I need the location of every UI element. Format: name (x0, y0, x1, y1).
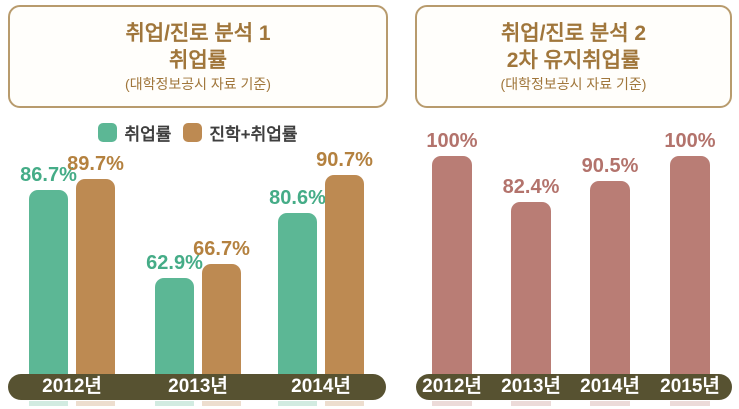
x-axis-label: 2015년 (660, 376, 720, 397)
x-axis-label: 2014년 (580, 376, 640, 397)
legend-item: 진학+취업률 (183, 120, 298, 145)
bar-reflection (29, 401, 68, 406)
bar-reflection (670, 401, 710, 406)
bar (670, 156, 710, 374)
bar-value-label: 100% (664, 130, 716, 152)
x-axis-label: 2014년 (291, 376, 351, 397)
chart-title-metric: 2차 유지취업률 (506, 48, 641, 72)
chart-title: 취업/진로 분석 2 (500, 21, 647, 45)
bar-reflection (432, 401, 472, 406)
bar-value-label: 82.4% (502, 176, 560, 198)
chart-panel-employment-rate: 취업/진로 분석 1 취업률 (대학정보공시 자료 기준) 취업률 진학+취업률 … (8, 0, 388, 409)
bar-value-label: 80.6% (269, 187, 326, 209)
bar-reflection (202, 401, 241, 406)
bar (155, 278, 194, 374)
x-axis-label: 2012년 (42, 376, 102, 397)
bar-value-label: 62.9% (146, 252, 203, 274)
chart-title-box: 취업/진로 분석 2 2차 유지취업률 (대학정보공시 자료 기준) (415, 5, 732, 108)
bar-plot-area: 100% 82.4% 90.5% 100% (415, 0, 732, 409)
bar-value-label: 90.7% (316, 149, 373, 171)
chart-panel-retained-employment-rate: 취업/진로 분석 2 2차 유지취업률 (대학정보공시 자료 기준) 100% 8… (415, 0, 732, 409)
bar (590, 181, 630, 374)
legend-label: 취업률 (124, 124, 172, 144)
x-axis-band: 2012년 2013년 2014년 (8, 374, 386, 400)
bar (76, 179, 115, 374)
x-axis-label: 2013년 (501, 376, 561, 397)
chart-title-box: 취업/진로 분석 1 취업률 (대학정보공시 자료 기준) (8, 5, 388, 108)
chart-legend: 취업률 진학+취업률 (8, 118, 388, 146)
bar (278, 213, 317, 374)
chart-title: 취업/진로 분석 1 (125, 21, 271, 45)
x-axis-band: 2012년 2013년 2014년 2015년 (416, 374, 732, 400)
bar-value-label: 90.5% (581, 155, 639, 177)
bar-reflection (155, 401, 194, 406)
bar-value-label: 86.7% (20, 164, 77, 186)
bar-value-label: 66.7% (193, 238, 250, 260)
legend-item: 취업률 (98, 120, 171, 145)
x-axis-label: 2013년 (168, 376, 228, 397)
bar (325, 175, 364, 374)
chart-source-note: (대학정보공시 자료 기준) (500, 75, 647, 92)
bar (29, 190, 68, 374)
legend-swatch (98, 122, 118, 142)
bar-plot-area: 86.7% 89.7% 62.9% 66.7% 80.6% 90.7% (8, 0, 388, 409)
legend-label: 진학+취업률 (209, 124, 298, 144)
bar (432, 156, 472, 374)
bar-reflection (325, 401, 364, 406)
chart-source-note: (대학정보공시 자료 기준) (125, 75, 271, 92)
bar-value-label: 100% (426, 130, 478, 152)
legend-swatch (183, 122, 203, 142)
bar (202, 264, 241, 374)
bar-reflection (278, 401, 317, 406)
bar-reflection (76, 401, 115, 406)
bar-value-label: 89.7% (67, 153, 124, 175)
chart-title-metric: 취업률 (169, 48, 227, 72)
bar (511, 202, 551, 374)
x-axis-label: 2012년 (422, 376, 482, 397)
bar-reflection (511, 401, 551, 406)
bar-reflection (590, 401, 630, 406)
